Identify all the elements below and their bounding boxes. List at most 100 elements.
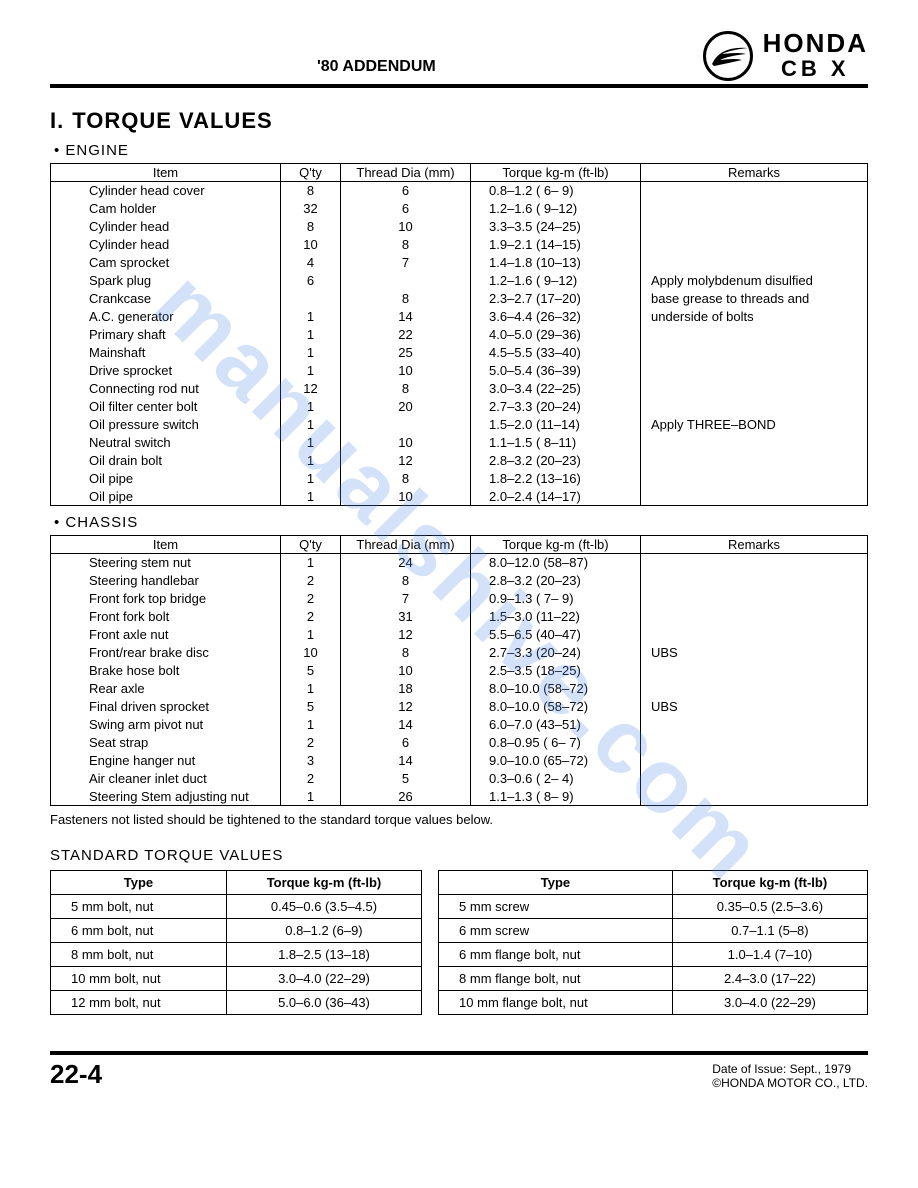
column-header: Thread Dia (mm) [341,536,471,554]
cell-item: Neutral switch [51,434,281,452]
column-header: Q'ty [281,164,341,182]
header: '80 ADDENDUM HONDA CB X [50,30,868,88]
std-header: Type [439,871,673,895]
table-row: Steering stem nut1248.0–12.0 (58–87) [51,554,868,572]
cell-thread: 12 [341,452,471,470]
cell-item: Oil pipe [51,488,281,506]
cell-thread: 8 [341,236,471,254]
table-row: Drive sprocket1105.0–5.4 (36–39) [51,362,868,380]
cell-thread: 12 [341,698,471,716]
table-row: Mainshaft1254.5–5.5 (33–40) [51,344,868,362]
cell-thread: 7 [341,590,471,608]
cell-remarks [641,380,868,398]
cell-qty: 2 [281,572,341,590]
cell-torque: 2.8–3.2 (20–23) [471,572,641,590]
cell-torque: 9.0–10.0 (65–72) [471,752,641,770]
cell-qty: 8 [281,182,341,200]
table-row: Oil filter center bolt1202.7–3.3 (20–24) [51,398,868,416]
std-cell: 3.0–4.0 (22–29) [226,967,421,991]
cell-thread: 6 [341,734,471,752]
table-row: Brake hose bolt5102.5–3.5 (18–25) [51,662,868,680]
cell-qty: 2 [281,590,341,608]
cell-qty: 32 [281,200,341,218]
table-row: Oil pipe181.8–2.2 (13–16) [51,470,868,488]
std-cell: 2.4–3.0 (17–22) [672,967,867,991]
cell-torque: 8.0–10.0 (58–72) [471,680,641,698]
cell-item: Cam sprocket [51,254,281,272]
table-row: Rear axle1188.0–10.0 (58–72) [51,680,868,698]
cell-remarks [641,452,868,470]
std-cell: 5.0–6.0 (36–43) [226,991,421,1015]
table-row: A.C. generator1143.6–4.4 (26–32)undersid… [51,308,868,326]
cell-qty: 5 [281,698,341,716]
cell-item: A.C. generator [51,308,281,326]
column-header: Torque kg-m (ft-lb) [471,164,641,182]
std-cell: 8 mm flange bolt, nut [439,967,673,991]
std-cell: 1.8–2.5 (13–18) [226,943,421,967]
cell-qty: 1 [281,362,341,380]
cell-torque: 2.0–2.4 (14–17) [471,488,641,506]
cell-remarks [641,236,868,254]
cell-thread: 26 [341,788,471,806]
cell-item: Cylinder head [51,236,281,254]
cell-thread: 10 [341,434,471,452]
cell-item: Front axle nut [51,626,281,644]
cell-remarks [641,200,868,218]
cell-remarks [641,788,868,806]
cell-qty: 1 [281,680,341,698]
cell-torque: 2.7–3.3 (20–24) [471,398,641,416]
cell-qty: 1 [281,788,341,806]
std-row: 12 mm bolt, nut5.0–6.0 (36–43)10 mm flan… [51,991,868,1015]
brand-text: HONDA CB X [763,30,868,82]
cell-qty: 1 [281,434,341,452]
table-row: Oil pressure switch11.5–2.0 (11–14)Apply… [51,416,868,434]
cell-item: Rear axle [51,680,281,698]
cell-remarks [641,752,868,770]
cell-qty: 12 [281,380,341,398]
std-cell: 0.7–1.1 (5–8) [672,919,867,943]
cell-thread: 8 [341,572,471,590]
cell-torque: 3.6–4.4 (26–32) [471,308,641,326]
page: manualshive.com '80 ADDENDUM HONDA CB X … [0,0,918,1110]
std-cell: 5 mm screw [439,895,673,919]
standard-title: STANDARD TORQUE VALUES [50,847,868,864]
std-row: 10 mm bolt, nut3.0–4.0 (22–29)8 mm flang… [51,967,868,991]
table-row: Swing arm pivot nut1146.0–7.0 (43–51) [51,716,868,734]
std-cell: 1.0–1.4 (7–10) [672,943,867,967]
cell-item: Engine hanger nut [51,752,281,770]
cell-remarks [641,770,868,788]
cell-remarks: Apply THREE–BOND [641,416,868,434]
cell-torque: 2.8–3.2 (20–23) [471,452,641,470]
std-cell: 0.8–1.2 (6–9) [226,919,421,943]
cell-qty: 6 [281,272,341,290]
cell-remarks: base grease to threads and [641,290,868,308]
cell-remarks [641,554,868,572]
cell-item: Mainshaft [51,344,281,362]
std-cell: 6 mm screw [439,919,673,943]
engine-heading: • ENGINE [54,142,868,159]
cell-item: Spark plug [51,272,281,290]
issue-date: Date of Issue: Sept., 1979 [712,1062,868,1076]
cell-torque: 6.0–7.0 (43–51) [471,716,641,734]
cell-remarks [641,572,868,590]
section-title: I.TORQUE VALUES [50,108,868,134]
cell-qty: 1 [281,326,341,344]
table-row: Steering Stem adjusting nut1261.1–1.3 ( … [51,788,868,806]
cell-torque: 1.2–1.6 ( 9–12) [471,200,641,218]
page-number: 22-4 [50,1059,102,1090]
cell-thread [341,272,471,290]
cell-remarks [641,218,868,236]
honda-wing-icon [703,31,753,81]
cell-remarks [641,344,868,362]
cell-thread: 8 [341,470,471,488]
cell-torque: 4.5–5.5 (33–40) [471,344,641,362]
cell-torque: 0.9–1.3 ( 7– 9) [471,590,641,608]
cell-qty: 2 [281,770,341,788]
cell-remarks [641,362,868,380]
cell-torque: 1.9–2.1 (14–15) [471,236,641,254]
cell-item: Steering handlebar [51,572,281,590]
cell-thread: 8 [341,380,471,398]
cell-thread: 31 [341,608,471,626]
table-row: Steering handlebar282.8–3.2 (20–23) [51,572,868,590]
table-row: Spark plug61.2–1.6 ( 9–12)Apply molybden… [51,272,868,290]
